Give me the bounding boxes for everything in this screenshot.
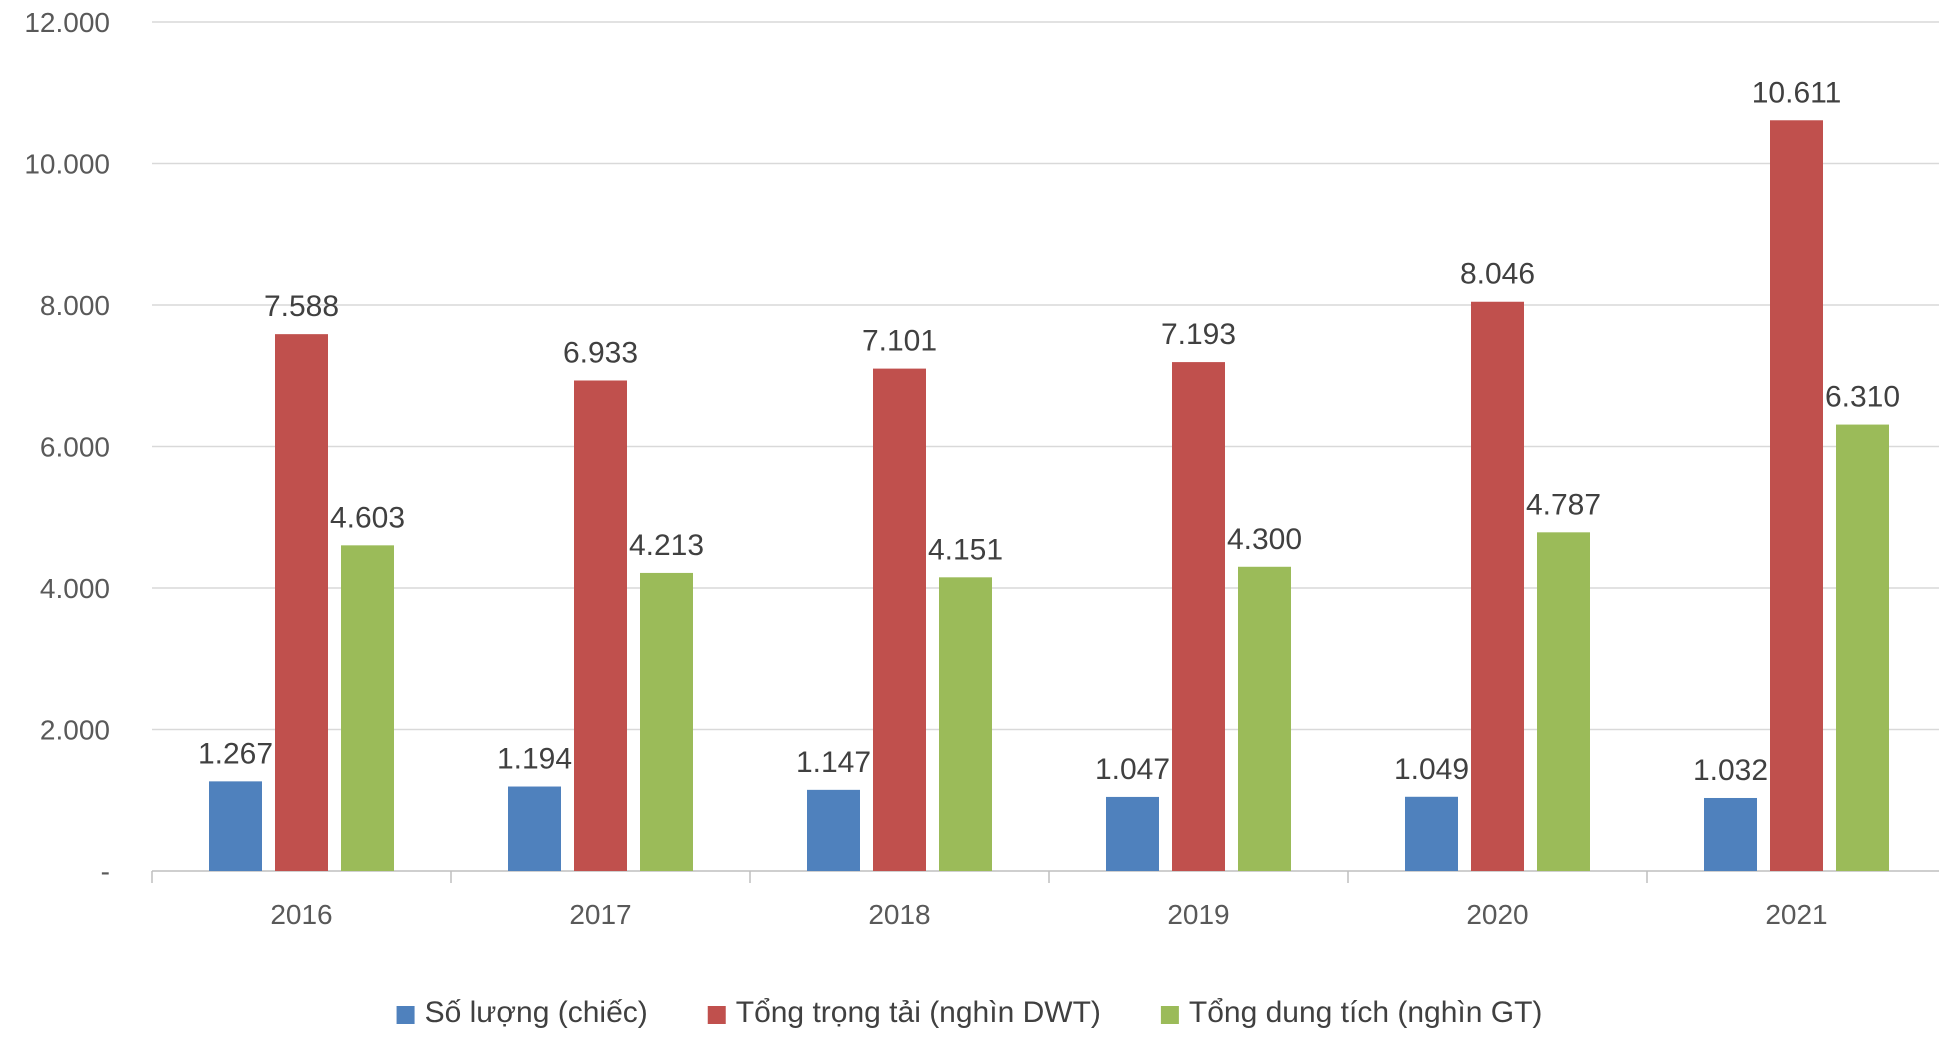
- data-label: 7.588: [264, 290, 339, 323]
- data-label: 10.611: [1752, 76, 1842, 109]
- axes: - 2.000 4.000 6.000 8.000 10.000 12.000 2016 201…: [24, 7, 1939, 930]
- y-tick-label: 10.000: [24, 149, 110, 180]
- bar: [939, 577, 992, 871]
- bar: [1471, 301, 1524, 872]
- bar: [1537, 532, 1590, 871]
- data-label: 4.787: [1526, 488, 1601, 521]
- y-tick-label: 12.000: [24, 7, 110, 38]
- data-label: 1.049: [1394, 753, 1469, 786]
- bar: [873, 368, 926, 871]
- bar: [1836, 424, 1889, 871]
- data-label: 1.194: [497, 743, 572, 776]
- bar: [1770, 120, 1823, 872]
- x-tick-label: 2020: [1466, 899, 1528, 930]
- data-label: 4.213: [629, 529, 704, 562]
- bar: [341, 545, 394, 871]
- legend-item: Tổng dung tích (nghìn GT): [1160, 996, 1543, 1029]
- x-tick-label: 2018: [868, 899, 930, 930]
- data-label: 1.032: [1693, 754, 1768, 787]
- y-tick-label: 8.000: [40, 290, 110, 321]
- x-tick-label: 2016: [270, 899, 332, 930]
- bar: [1238, 566, 1291, 871]
- y-tick-label: -: [101, 856, 110, 887]
- data-label: 4.151: [928, 533, 1003, 566]
- bar: [1106, 796, 1159, 871]
- data-label: 4.300: [1227, 523, 1302, 556]
- data-label: 4.603: [330, 501, 405, 534]
- x-tick-label: 2019: [1167, 899, 1229, 930]
- legend-swatch: [1160, 1006, 1179, 1024]
- legend-label: Số lượng (chiếc): [425, 996, 648, 1029]
- bar: [1172, 362, 1225, 871]
- legend-swatch: [707, 1006, 726, 1024]
- bar: [640, 572, 693, 871]
- bar: [807, 789, 860, 871]
- x-tick-label: 2021: [1765, 899, 1827, 930]
- legend-item: Tổng trọng tải (nghìn DWT): [707, 996, 1101, 1029]
- legend-label: Tổng dung tích (nghìn GT): [1189, 996, 1543, 1029]
- data-label: 7.193: [1161, 318, 1236, 351]
- data-label: 7.101: [862, 325, 937, 358]
- bars: [209, 120, 1889, 872]
- bar: [1405, 796, 1458, 871]
- x-tick-label: 2017: [569, 899, 631, 930]
- y-tick-label: 4.000: [40, 573, 110, 604]
- data-label: 8.046: [1460, 258, 1535, 291]
- y-tick-label: 2.000: [40, 715, 110, 746]
- legend-label: Tổng trọng tải (nghìn DWT): [736, 996, 1101, 1029]
- bar: [508, 786, 561, 871]
- data-label: 1.267: [198, 737, 273, 770]
- legend-item: Số lượng (chiếc): [396, 996, 648, 1029]
- bar: [209, 781, 262, 871]
- y-tick-label: 6.000: [40, 432, 110, 463]
- bar: [275, 334, 328, 871]
- data-label: 6.310: [1825, 381, 1900, 414]
- data-labels: 1.267 1.194 1.147 1.047 1.049 1.032 7.588 6.933…: [198, 76, 1900, 787]
- gridlines: [152, 21, 1939, 731]
- legend: Số lượng (chiếc) Tổng trọng tải (nghìn DW…: [396, 996, 1543, 1029]
- bar: [574, 380, 627, 871]
- data-label: 1.047: [1095, 753, 1170, 786]
- legend-swatch: [396, 1006, 415, 1024]
- bar: [1704, 797, 1757, 871]
- data-label: 1.147: [796, 746, 871, 779]
- data-label: 6.933: [563, 336, 638, 369]
